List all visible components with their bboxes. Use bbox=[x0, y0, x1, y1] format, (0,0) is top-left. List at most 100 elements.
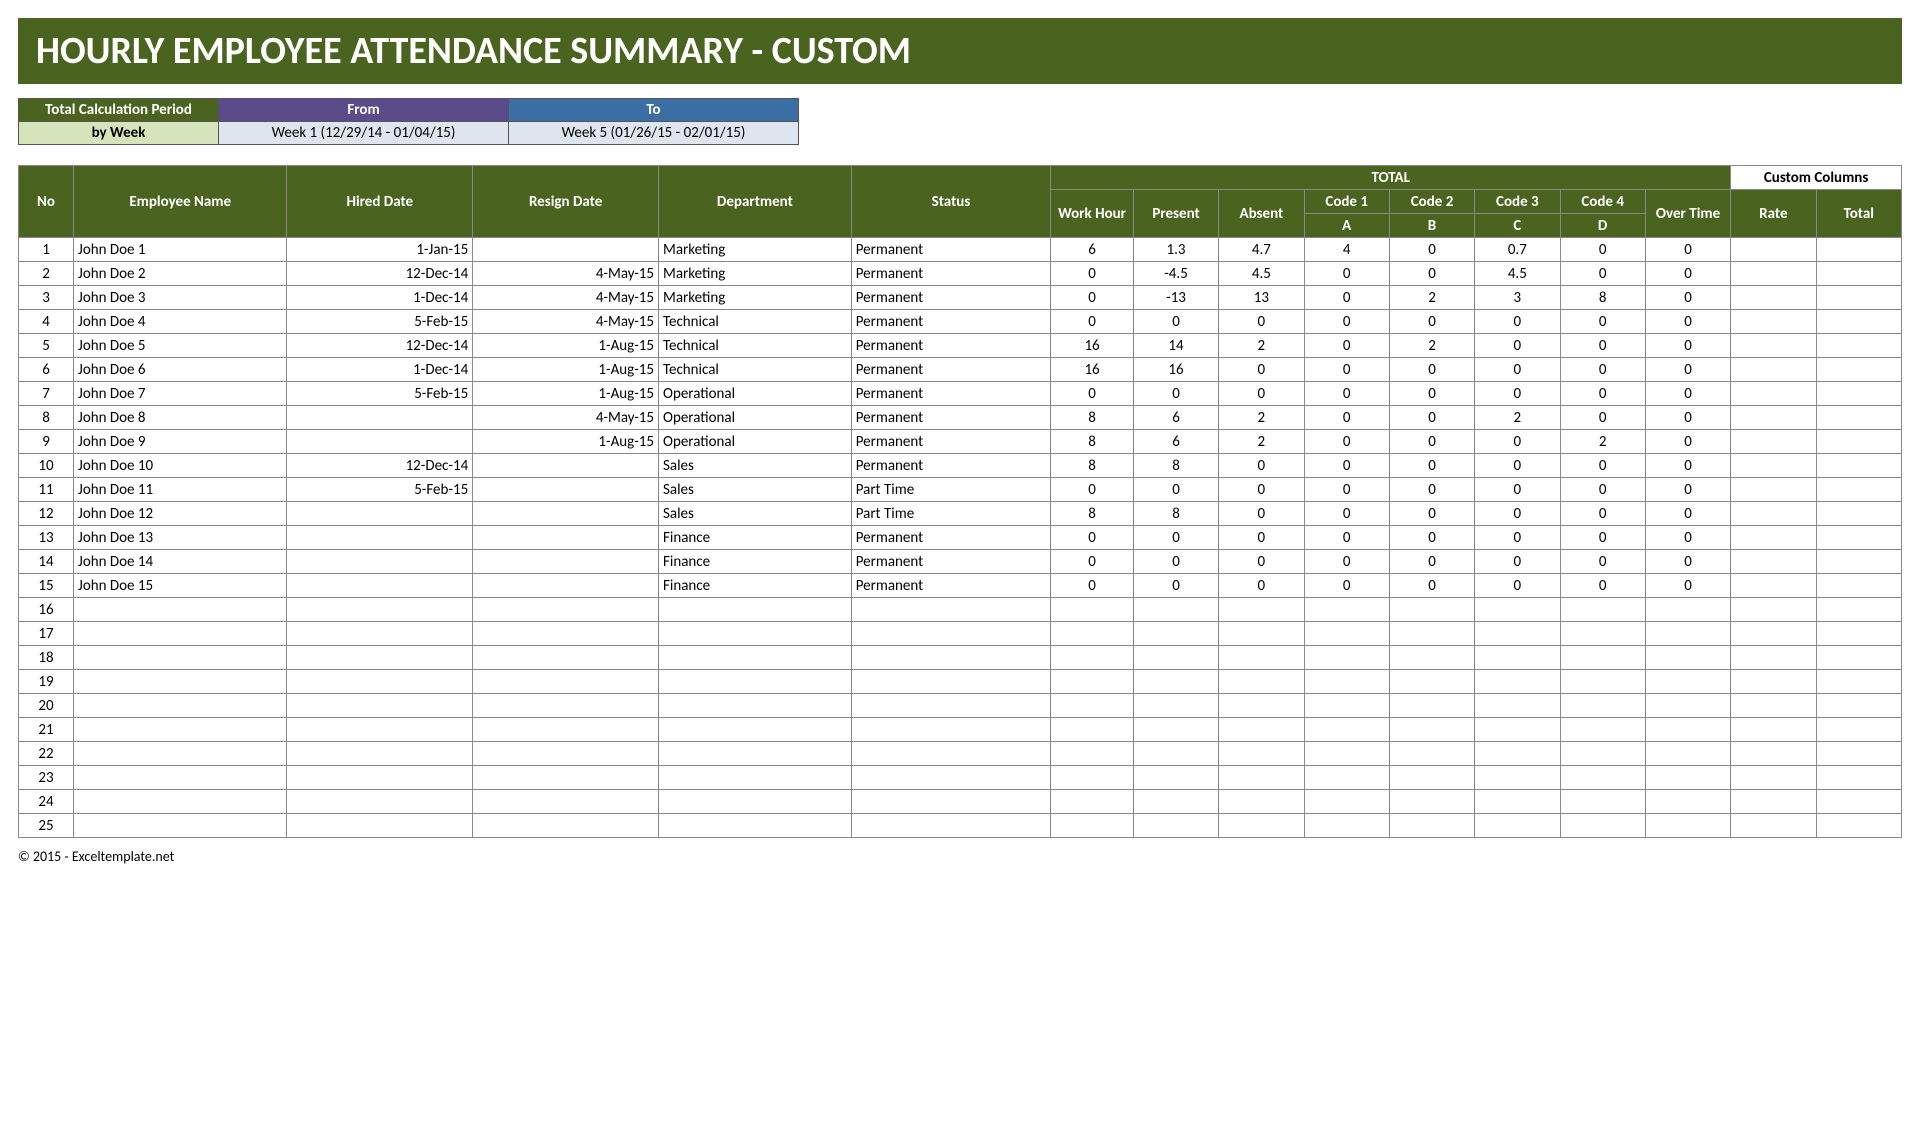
cell: 16 bbox=[1051, 358, 1134, 382]
col-overtime: Over Time bbox=[1645, 190, 1730, 238]
cell bbox=[1133, 670, 1218, 694]
cell bbox=[1816, 718, 1901, 742]
cell bbox=[1475, 742, 1560, 766]
cell bbox=[473, 478, 659, 502]
cell bbox=[1816, 550, 1901, 574]
cell bbox=[1133, 790, 1218, 814]
cell: 0 bbox=[1219, 382, 1304, 406]
cell: 1-Dec-14 bbox=[287, 358, 473, 382]
cell: Permanent bbox=[851, 454, 1051, 478]
cell: John Doe 10 bbox=[74, 454, 287, 478]
cell: Permanent bbox=[851, 382, 1051, 406]
cell bbox=[1051, 670, 1134, 694]
cell bbox=[1816, 598, 1901, 622]
cell: 12 bbox=[19, 502, 74, 526]
table-row-empty: 23 bbox=[19, 766, 1902, 790]
cell: 6 bbox=[1051, 238, 1134, 262]
copyright-footer: © 2015 - Exceltemplate.net bbox=[18, 848, 1902, 865]
cell bbox=[1475, 670, 1560, 694]
cell: 2 bbox=[1219, 334, 1304, 358]
cell: 0 bbox=[1389, 574, 1474, 598]
cell bbox=[659, 670, 852, 694]
cell bbox=[1051, 814, 1134, 838]
cell: 8 bbox=[1051, 430, 1134, 454]
cell: 23 bbox=[19, 766, 74, 790]
cell: Permanent bbox=[851, 526, 1051, 550]
cell bbox=[287, 814, 473, 838]
cell: Sales bbox=[659, 502, 852, 526]
cell bbox=[1731, 694, 1816, 718]
cell: Finance bbox=[659, 574, 852, 598]
cell: Permanent bbox=[851, 238, 1051, 262]
cell bbox=[1816, 574, 1901, 598]
cell bbox=[1219, 670, 1304, 694]
cell: John Doe 1 bbox=[74, 238, 287, 262]
table-row-empty: 22 bbox=[19, 742, 1902, 766]
cell: Permanent bbox=[851, 550, 1051, 574]
cell bbox=[1816, 766, 1901, 790]
cell bbox=[1560, 766, 1645, 790]
cell: 0 bbox=[1133, 310, 1218, 334]
cell: 0 bbox=[1389, 454, 1474, 478]
cell bbox=[659, 814, 852, 838]
cell: 0 bbox=[1560, 550, 1645, 574]
cell bbox=[1475, 622, 1560, 646]
code-c: C bbox=[1475, 214, 1560, 238]
cell bbox=[287, 502, 473, 526]
cell: 0 bbox=[1219, 358, 1304, 382]
cell bbox=[1731, 622, 1816, 646]
cell bbox=[74, 670, 287, 694]
cell: 6 bbox=[1133, 430, 1218, 454]
table-row-empty: 17 bbox=[19, 622, 1902, 646]
cell bbox=[851, 670, 1051, 694]
cell: 0 bbox=[1304, 310, 1389, 334]
cell: 0 bbox=[1304, 478, 1389, 502]
cell: 0 bbox=[1304, 550, 1389, 574]
cell bbox=[1816, 334, 1901, 358]
cell bbox=[473, 574, 659, 598]
cell: John Doe 13 bbox=[74, 526, 287, 550]
cell bbox=[1219, 742, 1304, 766]
cell bbox=[473, 550, 659, 574]
cell: Part Time bbox=[851, 478, 1051, 502]
cell bbox=[1645, 670, 1730, 694]
cell: 0 bbox=[1475, 358, 1560, 382]
col-hired: Hired Date bbox=[287, 166, 473, 238]
cell: John Doe 15 bbox=[74, 574, 287, 598]
cell: John Doe 2 bbox=[74, 262, 287, 286]
cell bbox=[1389, 718, 1474, 742]
cell: 0 bbox=[1389, 526, 1474, 550]
cell: 2 bbox=[1389, 334, 1474, 358]
cell: Permanent bbox=[851, 406, 1051, 430]
cell: 9 bbox=[19, 430, 74, 454]
cell: 0 bbox=[1304, 358, 1389, 382]
cell bbox=[1731, 526, 1816, 550]
cell bbox=[1731, 790, 1816, 814]
cell: 0 bbox=[1560, 454, 1645, 478]
cell bbox=[1133, 718, 1218, 742]
cell: 5 bbox=[19, 334, 74, 358]
cell: John Doe 14 bbox=[74, 550, 287, 574]
cell: 0 bbox=[1560, 406, 1645, 430]
cell: John Doe 5 bbox=[74, 334, 287, 358]
cell: 1-Aug-15 bbox=[473, 358, 659, 382]
cell: 0 bbox=[1219, 310, 1304, 334]
cell: 0 bbox=[1389, 262, 1474, 286]
col-absent: Absent bbox=[1219, 190, 1304, 238]
cell bbox=[851, 622, 1051, 646]
cell: 0 bbox=[1133, 382, 1218, 406]
cell: 2 bbox=[1219, 430, 1304, 454]
cell: 0 bbox=[1475, 454, 1560, 478]
cell bbox=[1816, 310, 1901, 334]
cell: 1 bbox=[19, 238, 74, 262]
cell: 4 bbox=[1304, 238, 1389, 262]
cell bbox=[1219, 694, 1304, 718]
cell: 0 bbox=[1051, 262, 1134, 286]
period-table: Total Calculation Period From To by Week… bbox=[18, 98, 799, 145]
cell: Permanent bbox=[851, 574, 1051, 598]
cell: 6 bbox=[19, 358, 74, 382]
cell bbox=[1816, 382, 1901, 406]
cell: 0 bbox=[1645, 310, 1730, 334]
cell bbox=[659, 598, 852, 622]
cell bbox=[1731, 766, 1816, 790]
